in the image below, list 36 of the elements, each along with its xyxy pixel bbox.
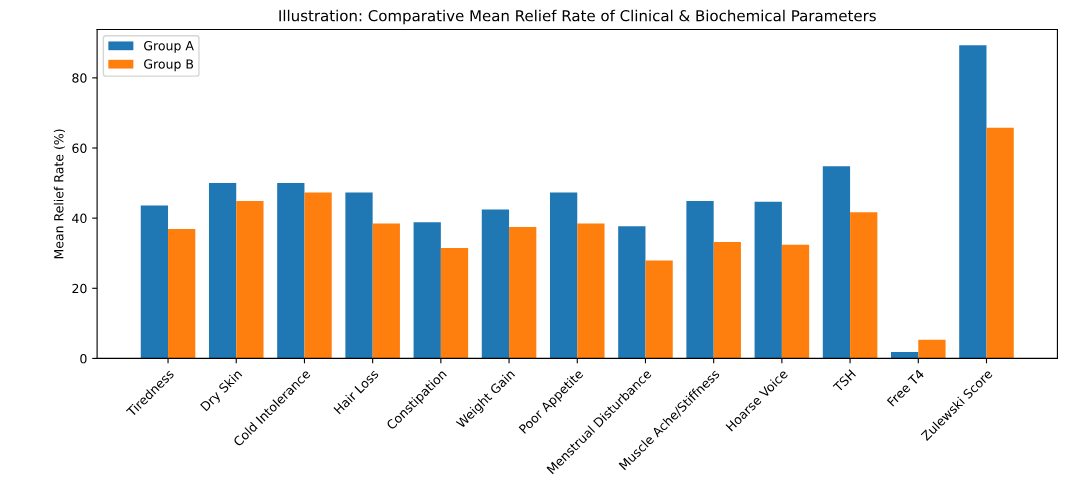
legend-label: Group A (144, 40, 194, 53)
x-tick-label: TSH (832, 369, 857, 393)
bar (277, 183, 305, 359)
bar (304, 192, 332, 359)
y-tick-label: 20 (72, 283, 87, 294)
bar (822, 166, 851, 359)
y-tick-label: 80 (72, 73, 87, 83)
bar (345, 192, 373, 359)
bar (577, 223, 605, 359)
bar (891, 352, 919, 359)
chart-title: Illustration: Comparative Mean Relief Rate of Clinical & Biochemical Parameters (279, 9, 876, 25)
y-tick-label: 60 (72, 143, 87, 153)
bar (236, 200, 264, 359)
bar (850, 212, 878, 359)
bar (645, 260, 673, 359)
bar (549, 192, 578, 359)
y-tick-label: 40 (72, 213, 87, 224)
bar (372, 223, 400, 359)
bar (509, 226, 537, 359)
bar (618, 226, 646, 359)
bar (686, 200, 714, 359)
bar (713, 241, 741, 359)
bar (781, 244, 810, 359)
bar (440, 247, 469, 359)
y-axis-title: Mean Relief Rate (%) (53, 129, 65, 259)
bar (481, 209, 510, 359)
bar (986, 127, 1014, 359)
bar (413, 222, 441, 359)
y-tick-label: 0 (80, 353, 87, 364)
bar (168, 229, 196, 359)
bar (140, 205, 169, 359)
bar (959, 45, 987, 359)
bar (208, 183, 237, 359)
bar (754, 201, 782, 359)
legend-label: Group B (144, 59, 194, 72)
bar (918, 339, 946, 359)
